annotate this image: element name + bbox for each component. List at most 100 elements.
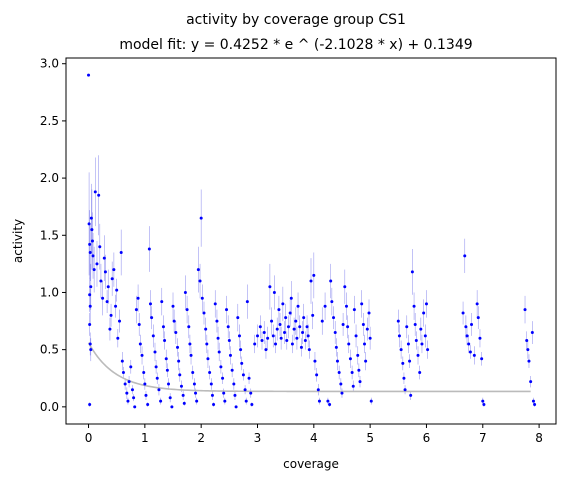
data-point: [126, 400, 129, 403]
data-point: [107, 285, 110, 288]
data-point: [160, 300, 163, 303]
data-point: [360, 302, 363, 305]
data-point: [294, 320, 297, 323]
data-point: [306, 325, 309, 328]
data-point: [343, 285, 346, 288]
data-point: [129, 365, 132, 368]
data-point: [144, 394, 147, 397]
data-point: [313, 360, 316, 363]
data-point: [174, 331, 177, 334]
data-point: [324, 305, 327, 308]
data-point: [163, 339, 166, 342]
data-point: [148, 248, 151, 251]
data-point: [326, 400, 329, 403]
data-point: [356, 354, 359, 357]
data-point: [88, 293, 91, 296]
data-point: [120, 251, 123, 254]
data-point: [212, 403, 215, 406]
data-point: [274, 342, 277, 345]
data-point: [317, 388, 320, 391]
data-point: [228, 339, 231, 342]
data-point: [346, 325, 349, 328]
x-tick-label: 7: [479, 431, 487, 445]
data-point: [330, 300, 333, 303]
data-point: [473, 354, 476, 357]
data-point: [253, 342, 256, 345]
data-point: [155, 365, 158, 368]
data-point: [90, 228, 93, 231]
data-point: [277, 308, 280, 311]
data-point: [227, 325, 230, 328]
y-tick-label: 0.5: [40, 343, 59, 357]
data-point: [529, 380, 532, 383]
data-point: [215, 320, 218, 323]
data-point: [244, 388, 247, 391]
data-point: [297, 305, 300, 308]
x-tick-label: 2: [197, 431, 205, 445]
data-point: [268, 285, 271, 288]
y-tick-label: 2.5: [40, 114, 59, 128]
data-point: [92, 254, 95, 257]
data-point: [217, 337, 220, 340]
data-point: [143, 382, 146, 385]
data-point: [415, 339, 418, 342]
data-point: [338, 371, 341, 374]
data-point: [236, 316, 239, 319]
data-point: [95, 262, 98, 265]
data-point: [190, 354, 193, 357]
x-tick-label: 8: [535, 431, 543, 445]
data-point: [97, 194, 100, 197]
y-tick-label: 1.0: [40, 285, 59, 299]
data-point: [290, 297, 293, 300]
data-point: [245, 400, 248, 403]
data-point: [195, 400, 198, 403]
data-point: [295, 337, 298, 340]
data-point: [219, 365, 222, 368]
axes-frame: [66, 58, 556, 424]
data-point: [206, 357, 209, 360]
data-point: [345, 305, 348, 308]
data-point: [478, 337, 481, 340]
x-axis-ticks: 0 1 2 3 4 5 6 7 8: [85, 424, 543, 445]
data-point: [170, 405, 173, 408]
data-point: [408, 360, 411, 363]
data-point: [248, 377, 251, 380]
data-point: [122, 371, 125, 374]
data-point: [363, 342, 366, 345]
x-tick-label: 6: [423, 431, 431, 445]
y-tick-label: 0.0: [40, 400, 59, 414]
data-point: [315, 373, 318, 376]
data-point: [231, 369, 234, 372]
data-point: [419, 328, 422, 331]
data-point: [156, 377, 159, 380]
data-point: [482, 403, 485, 406]
data-point: [285, 339, 288, 342]
data-point: [398, 334, 401, 337]
data-point: [191, 371, 194, 374]
data-point: [527, 360, 530, 363]
data-point: [186, 308, 189, 311]
data-point: [250, 403, 253, 406]
data-point: [261, 339, 264, 342]
data-point: [417, 354, 420, 357]
data-point: [364, 360, 367, 363]
data-point: [94, 190, 97, 193]
data-point: [222, 392, 225, 395]
chart-title: activity by coverage group CS1: [186, 12, 406, 28]
data-point: [128, 380, 131, 383]
data-point: [184, 291, 187, 294]
data-point: [101, 297, 104, 300]
data-point: [229, 354, 232, 357]
data-point: [307, 334, 310, 337]
data-point: [413, 305, 416, 308]
data-point: [194, 392, 197, 395]
data-point: [159, 400, 162, 403]
data-point: [342, 323, 345, 326]
data-point: [466, 334, 469, 337]
data-point: [246, 300, 249, 303]
data-point: [469, 350, 472, 353]
x-tick-label: 3: [254, 431, 262, 445]
data-point: [302, 316, 305, 319]
data-point: [108, 328, 111, 331]
